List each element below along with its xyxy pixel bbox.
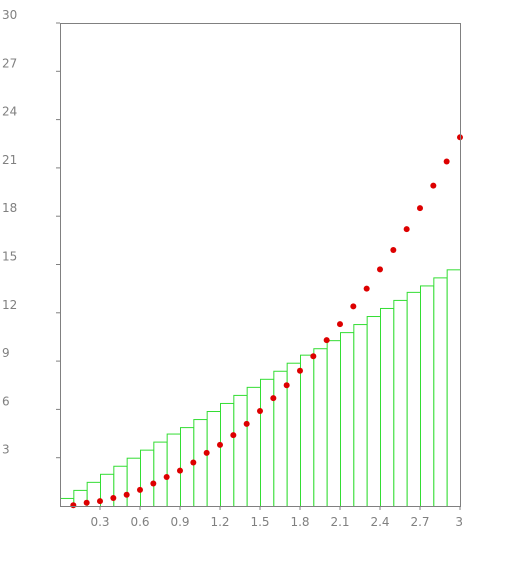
histogram-bar bbox=[433, 277, 448, 507]
histogram-bar bbox=[153, 441, 168, 508]
y-tick-label: 27 bbox=[2, 56, 17, 70]
histogram-bar bbox=[353, 324, 368, 507]
data-point bbox=[97, 498, 103, 505]
histogram-bar bbox=[206, 411, 222, 508]
data-point bbox=[403, 226, 410, 233]
x-tick-label: 0.3 bbox=[90, 515, 109, 529]
y-tick-label: 12 bbox=[2, 298, 17, 312]
data-point bbox=[377, 266, 383, 273]
data-point bbox=[283, 382, 290, 389]
histogram-bar bbox=[313, 348, 328, 507]
data-point bbox=[390, 247, 397, 254]
y-tick-label: 15 bbox=[2, 250, 17, 264]
data-point bbox=[217, 441, 223, 448]
histogram-bar bbox=[300, 354, 315, 507]
data-point bbox=[443, 158, 450, 165]
histogram-bar bbox=[246, 386, 262, 507]
data-point bbox=[163, 474, 170, 481]
histogram-bar bbox=[340, 332, 355, 507]
y-tick-label: 9 bbox=[2, 346, 10, 360]
data-point bbox=[297, 367, 303, 374]
y-tick-label: 21 bbox=[2, 153, 17, 167]
histogram-bar bbox=[220, 402, 235, 507]
data-point bbox=[123, 491, 130, 498]
x-tick-label: 0.9 bbox=[170, 515, 189, 529]
histogram-bar bbox=[140, 449, 155, 507]
histogram-bar bbox=[326, 340, 341, 508]
data-point bbox=[150, 480, 157, 487]
histogram-bar bbox=[406, 291, 421, 507]
data-point bbox=[70, 502, 77, 509]
histogram-bar bbox=[420, 285, 435, 507]
data-point bbox=[243, 420, 250, 427]
y-tick-label: 3 bbox=[2, 443, 10, 457]
histogram-bar bbox=[446, 269, 461, 507]
x-tick-label: 3 bbox=[455, 515, 463, 529]
histogram-bar bbox=[380, 307, 395, 507]
data-point bbox=[137, 486, 143, 493]
x-tick-label: 1.5 bbox=[250, 515, 269, 529]
y-axis-ticks: 3 6 9 12 15 18 21 24 27 30 bbox=[2, 8, 60, 459]
x-tick-label: 2.4 bbox=[370, 515, 389, 529]
histogram-bar bbox=[366, 316, 381, 507]
data-point bbox=[363, 285, 370, 292]
x-tick-label: 1.8 bbox=[290, 515, 309, 529]
histogram-bar bbox=[113, 465, 128, 507]
histogram-bar bbox=[233, 394, 248, 507]
x-tick-label: 1.2 bbox=[210, 515, 229, 529]
data-point bbox=[83, 499, 90, 506]
y-tick-label: 30 bbox=[2, 8, 17, 22]
x-axis-ticks: 0.3 0.6 0.9 1.2 1.5 1.8 2.1 2.4 2.7 3 bbox=[90, 506, 463, 529]
data-point bbox=[310, 353, 317, 360]
data-point bbox=[230, 432, 237, 439]
data-point bbox=[323, 337, 330, 344]
y-tick-label: 24 bbox=[2, 105, 17, 119]
data-point bbox=[177, 467, 183, 474]
data-point bbox=[270, 395, 277, 402]
y-tick-label: 18 bbox=[2, 201, 17, 215]
data-point bbox=[203, 449, 210, 456]
x-tick-label: 2.1 bbox=[330, 515, 349, 529]
data-point bbox=[430, 182, 437, 189]
histogram-bar bbox=[180, 427, 195, 507]
scatter-points bbox=[70, 134, 463, 509]
histogram-bars bbox=[60, 269, 461, 508]
histogram-bar bbox=[393, 299, 408, 508]
x-tick-label: 0.6 bbox=[130, 515, 149, 529]
data-point bbox=[417, 205, 423, 212]
histogram-bar bbox=[126, 457, 141, 508]
y-tick-label: 6 bbox=[2, 394, 10, 408]
data-point bbox=[337, 321, 343, 328]
data-point bbox=[110, 494, 117, 501]
data-point bbox=[257, 408, 263, 415]
x-tick-label: 2.7 bbox=[410, 515, 429, 529]
data-point bbox=[350, 303, 357, 310]
histogram-bar bbox=[273, 370, 288, 508]
data-point bbox=[190, 459, 197, 466]
